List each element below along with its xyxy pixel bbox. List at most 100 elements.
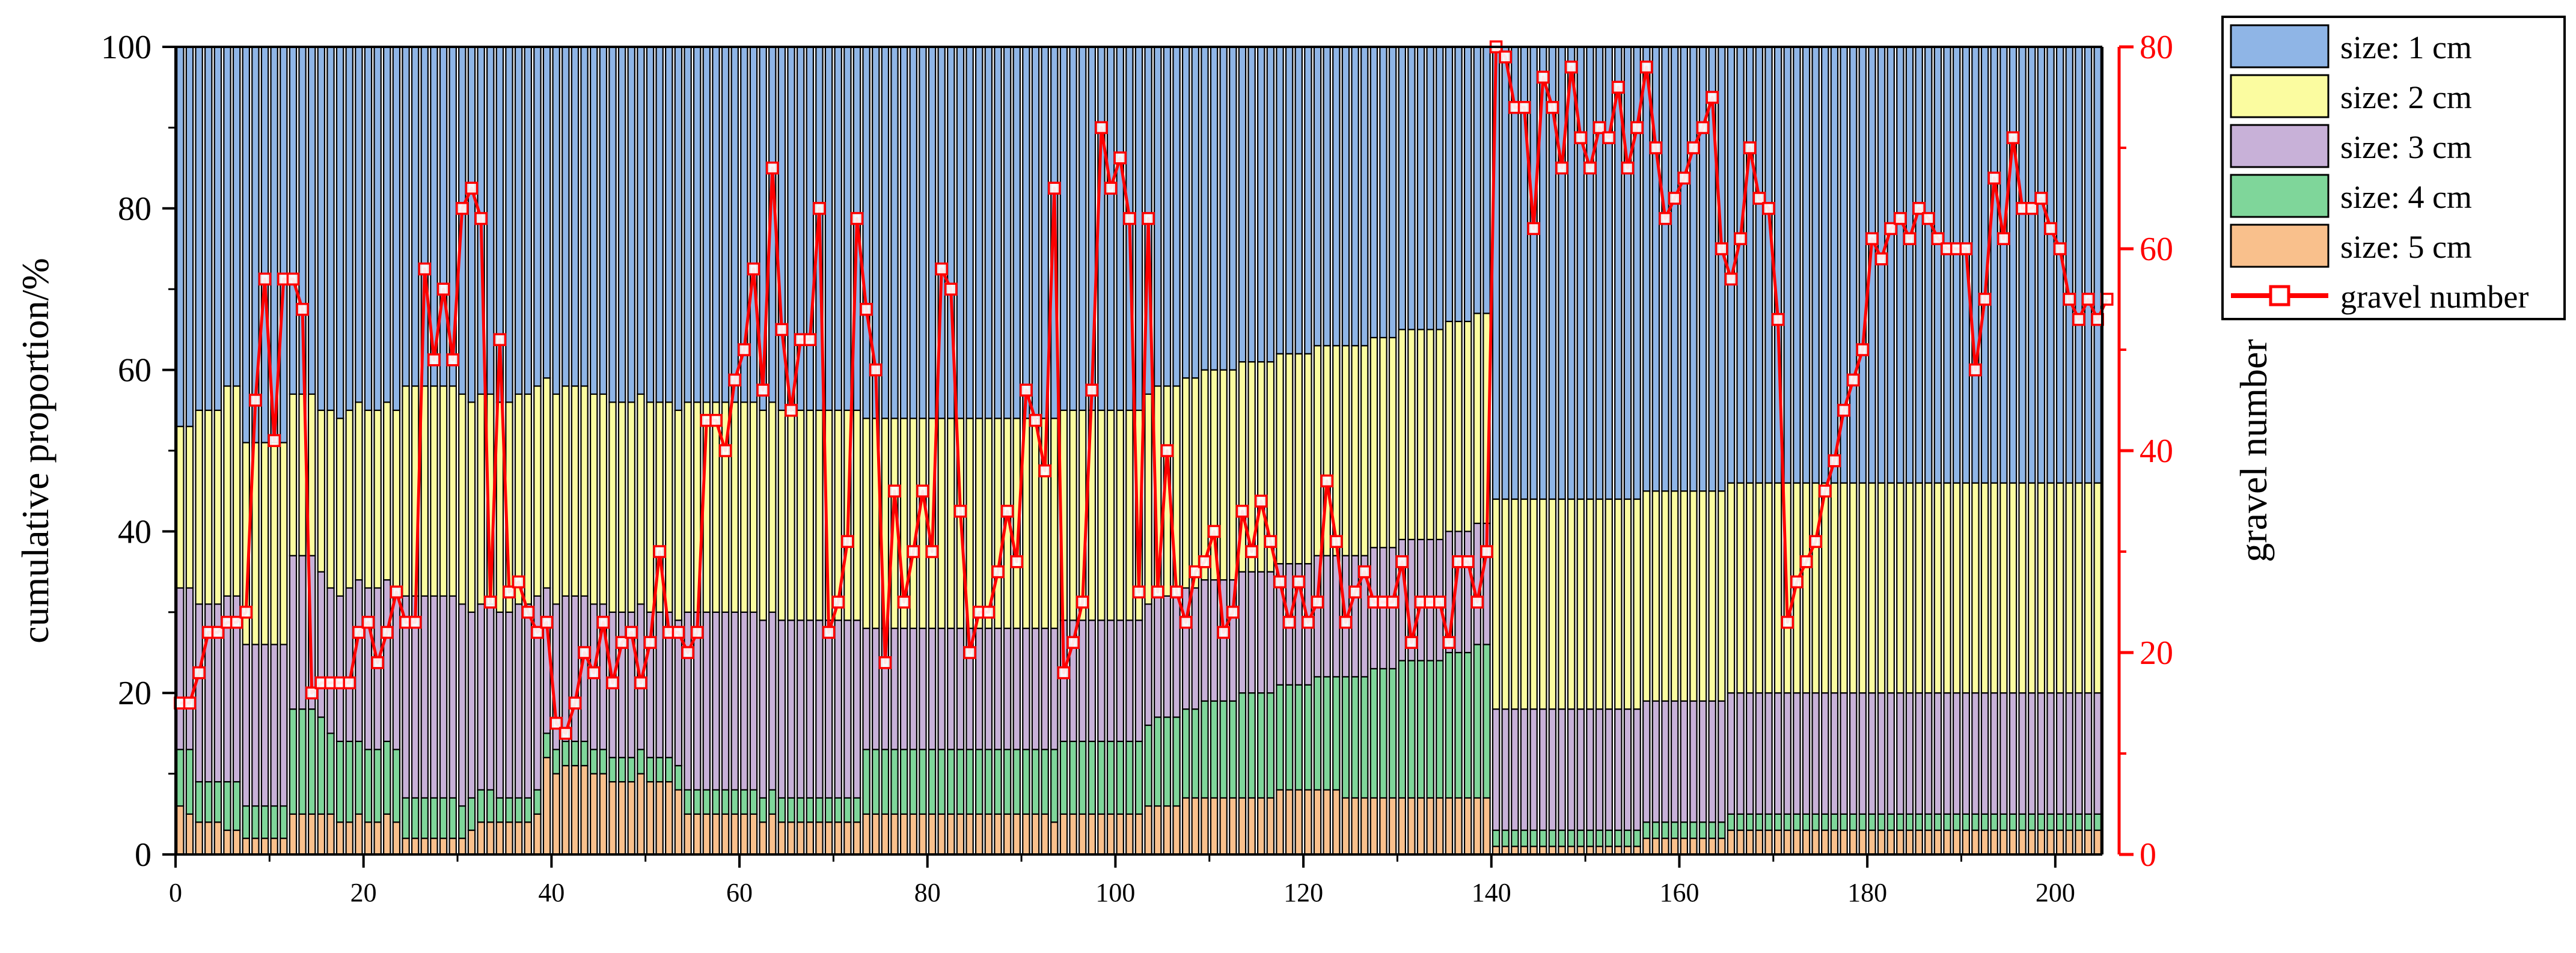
- gravel-number-marker: [1302, 615, 1315, 629]
- bar-segment-size-2-cm: [195, 409, 203, 605]
- bar-segment-size-4-cm: [477, 789, 485, 823]
- bar-segment-size-2-cm: [1191, 377, 1200, 589]
- bar-segment-size-2-cm: [777, 409, 786, 621]
- bar-segment-size-2-cm: [1858, 482, 1867, 694]
- bar-segment-size-4-cm: [1341, 676, 1350, 799]
- bar-segment-size-1-cm: [1012, 46, 1021, 419]
- bar-segment-size-5-cm: [195, 821, 203, 856]
- bar-segment-size-4-cm: [1097, 740, 1106, 815]
- bar-segment-size-3-cm: [1539, 708, 1547, 831]
- bar-segment-size-4-cm: [1294, 684, 1303, 791]
- bar-segment-size-4-cm: [392, 749, 401, 823]
- bar-segment-size-5-cm: [589, 773, 598, 856]
- bar-segment-size-5-cm: [1069, 813, 1077, 856]
- bar-segment-size-3-cm: [1764, 692, 1773, 815]
- bar-segment-size-4-cm: [1351, 676, 1359, 799]
- bar-segment-size-5-cm: [420, 838, 429, 856]
- bar-segment-size-1-cm: [984, 46, 993, 419]
- bar-segment-size-2-cm: [589, 393, 598, 605]
- bar-segment-size-3-cm: [195, 603, 203, 783]
- bar-segment-size-1-cm: [1154, 46, 1162, 387]
- bar-segment-size-3-cm: [1698, 700, 1707, 823]
- bar-segment-size-5-cm: [909, 813, 918, 856]
- bar-segment-size-3-cm: [1633, 708, 1641, 831]
- bar-segment-size-5-cm: [843, 821, 852, 856]
- bar-segment-size-5-cm: [307, 813, 316, 856]
- bar-segment-size-3-cm: [392, 587, 401, 751]
- bar-segment-size-3-cm: [909, 627, 918, 751]
- bar-segment-size-4-cm: [458, 805, 467, 839]
- bar-segment-size-2-cm: [815, 409, 824, 621]
- bar-segment-size-2-cm: [289, 393, 298, 556]
- bar-segment-size-3-cm: [1727, 692, 1736, 815]
- bar-segment-size-1-cm: [1802, 46, 1811, 484]
- gravel-number-marker: [1734, 232, 1747, 245]
- bar-segment-size-4-cm: [1501, 829, 1510, 847]
- bar-segment-size-4-cm: [1811, 813, 1820, 831]
- bar-segment-size-4-cm: [1154, 716, 1162, 807]
- bar-segment-size-4-cm: [589, 749, 598, 775]
- bar-segment-size-4-cm: [984, 749, 993, 815]
- bar-segment-size-1-cm: [1276, 46, 1284, 355]
- bar-segment-size-2-cm: [1943, 482, 1951, 694]
- bar-segment-size-1-cm: [1266, 46, 1275, 363]
- bar-segment-size-3-cm: [1257, 571, 1265, 694]
- bar-segment-size-4-cm: [1933, 813, 1942, 831]
- bar-segment-size-4-cm: [2028, 813, 2036, 831]
- bar-segment-size-5-cm: [1868, 829, 1876, 856]
- bar-segment-size-4-cm: [524, 797, 533, 823]
- legend: size: 1 cm size: 2 cm size: 3 cm size: 4 cm…: [2221, 16, 2566, 320]
- gravel-number-marker: [408, 615, 422, 629]
- gravel-number-marker: [813, 202, 826, 215]
- bar-segment-size-1-cm: [1745, 46, 1754, 484]
- bar-segment-size-2-cm: [1069, 409, 1077, 621]
- bar-segment-size-3-cm: [1491, 708, 1501, 831]
- bar-segment-size-4-cm: [777, 797, 786, 823]
- bar-segment-size-1-cm: [1680, 46, 1689, 492]
- bar-segment-size-4-cm: [1736, 813, 1745, 831]
- bar-segment-size-1-cm: [1924, 46, 1933, 484]
- gravel-number-marker: [1292, 575, 1306, 589]
- bar-segment-size-3-cm: [1210, 579, 1219, 702]
- bar-segment-size-5-cm: [674, 789, 683, 856]
- bar-segment-size-2-cm: [1304, 353, 1312, 565]
- bar-segment-size-3-cm: [702, 611, 711, 791]
- gravel-number-marker: [436, 282, 450, 296]
- bar-segment-size-3-cm: [1868, 692, 1876, 815]
- bar-segment-size-5-cm: [270, 838, 278, 856]
- gravel-number-marker: [1527, 222, 1540, 236]
- bar-segment-size-2-cm: [627, 401, 635, 613]
- bar-segment-size-4-cm: [345, 740, 353, 823]
- bar-segment-size-5-cm: [2008, 829, 2018, 856]
- bar-segment-size-4-cm: [796, 797, 805, 823]
- bar-segment-size-2-cm: [974, 418, 984, 629]
- bar-segment-size-3-cm: [974, 627, 984, 751]
- bar-segment-size-4-cm: [260, 805, 269, 839]
- bar-segment-size-4-cm: [1529, 829, 1538, 847]
- bar-segment-size-2-cm: [439, 385, 448, 597]
- bar-segment-size-4-cm: [1078, 740, 1087, 815]
- gravel-number-marker: [1386, 595, 1400, 609]
- gravel-number-marker: [1113, 151, 1127, 165]
- bar-segment-size-5-cm: [1388, 797, 1397, 856]
- bar-segment-size-5-cm: [430, 838, 438, 856]
- bar-segment-size-3-cm: [787, 620, 795, 799]
- bar-segment-size-3-cm: [1012, 627, 1021, 751]
- bar-segment-size-3-cm: [571, 595, 580, 742]
- gravel-number-marker: [1461, 555, 1475, 568]
- bar-segment-size-3-cm: [674, 620, 683, 767]
- bar-segment-size-2-cm: [467, 401, 476, 613]
- legend-swatch-size-4-cm: [2230, 174, 2330, 218]
- bar-segment-size-1-cm: [260, 46, 269, 443]
- bar-segment-size-5-cm: [1962, 829, 1971, 856]
- bar-segment-size-2-cm: [1106, 409, 1115, 621]
- gravel-number-marker: [2034, 192, 2048, 205]
- bar-segment-size-1-cm: [1755, 46, 1764, 484]
- bar-segment-size-2-cm: [1830, 482, 1839, 694]
- bar-segment-size-1-cm: [411, 46, 420, 387]
- bar-segment-size-4-cm: [806, 797, 815, 823]
- bar-segment-size-4-cm: [1971, 813, 1980, 831]
- bar-segment-size-3-cm: [956, 627, 965, 751]
- gravel-number-marker: [897, 595, 911, 609]
